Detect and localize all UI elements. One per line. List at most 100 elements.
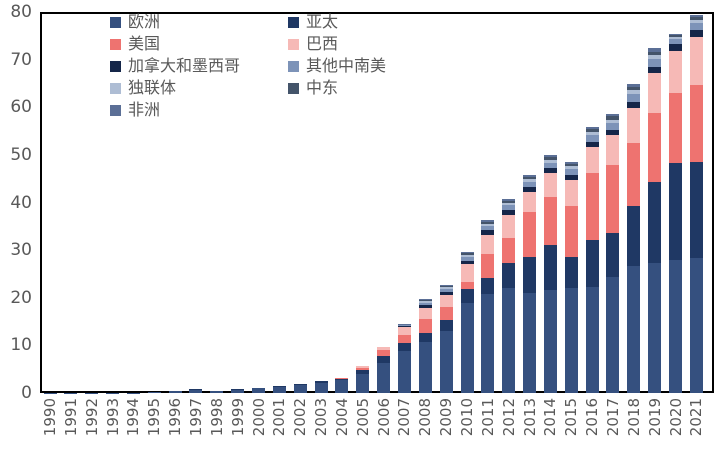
legend-swatch-icon xyxy=(110,38,121,50)
x-tick-label: 1996 xyxy=(166,398,185,437)
bar-2010 xyxy=(460,251,474,393)
bar-segment xyxy=(481,278,495,294)
bars-container xyxy=(42,14,714,393)
legend-item: 亚太 xyxy=(288,12,338,32)
bar-segment xyxy=(523,211,537,257)
bar-segment xyxy=(627,205,641,266)
x-tick-label: 2011 xyxy=(478,398,497,437)
bar-segment xyxy=(543,168,557,174)
bar-segment xyxy=(627,108,641,144)
bar-segment xyxy=(460,256,474,261)
bar-segment xyxy=(439,288,453,292)
bar-segment xyxy=(648,51,662,55)
legend-item: 其他中南美 xyxy=(288,56,386,76)
bar-segment xyxy=(502,262,516,289)
bar-2018 xyxy=(627,83,641,393)
bar-2017 xyxy=(606,113,620,393)
bar-segment xyxy=(377,355,391,363)
bar-segment xyxy=(460,251,474,254)
bar-segment xyxy=(648,66,662,74)
bar-segment xyxy=(523,293,537,393)
bar-segment xyxy=(397,327,411,335)
bar-segment xyxy=(543,157,557,160)
bar-segment xyxy=(502,203,516,206)
bar-segment xyxy=(564,161,578,164)
bar-segment xyxy=(627,101,641,109)
bar-segment xyxy=(689,30,703,37)
bar-segment xyxy=(502,199,516,202)
bar-2009 xyxy=(439,284,453,393)
bar-segment xyxy=(293,384,307,386)
legend-item: 加拿大和墨西哥 xyxy=(110,56,240,76)
bar-segment xyxy=(356,370,370,375)
legend-swatch-icon xyxy=(110,60,121,72)
bar-segment xyxy=(606,130,620,135)
legend-label: 中东 xyxy=(306,78,339,97)
bar-segment xyxy=(543,162,557,169)
bar-segment xyxy=(564,256,578,289)
bar-segment xyxy=(397,325,411,328)
bar-segment xyxy=(523,181,537,187)
legend: 欧洲 亚太 美国 巴西 加拿大和墨西哥 其他中南美 独联体 中东 非洲 xyxy=(42,12,602,124)
legend-label: 欧洲 xyxy=(128,12,161,31)
x-tick-label: 2008 xyxy=(416,398,435,437)
bar-2019 xyxy=(648,48,662,393)
bar-segment xyxy=(397,343,411,351)
x-tick-label: 2007 xyxy=(395,398,414,437)
bar-segment xyxy=(231,389,245,393)
bar-segment xyxy=(606,113,620,117)
bar-1998 xyxy=(210,390,224,393)
bar-segment xyxy=(356,374,370,393)
bar-segment xyxy=(502,210,516,216)
legend-label: 非洲 xyxy=(128,100,161,119)
x-tick-label: 2009 xyxy=(437,398,456,437)
bar-segment xyxy=(481,225,495,231)
x-tick-label: 2013 xyxy=(520,398,539,437)
x-tick-label: 2012 xyxy=(499,398,518,437)
bar-2001 xyxy=(272,385,286,393)
bar-segment xyxy=(564,164,578,167)
legend-label: 美国 xyxy=(128,34,161,53)
bar-segment xyxy=(689,14,703,18)
x-tick-label: 1995 xyxy=(145,398,164,437)
x-tick-label: 1999 xyxy=(228,398,247,437)
bar-segment xyxy=(418,332,432,342)
x-tick-label: 2006 xyxy=(374,398,393,437)
bar-segment xyxy=(564,288,578,393)
bar-segment xyxy=(543,173,557,197)
x-tick-label: 1994 xyxy=(124,398,143,437)
bar-segment xyxy=(689,36,703,85)
bar-segment xyxy=(543,154,557,158)
legend-swatch-icon xyxy=(110,16,121,28)
x-tick-label: 2004 xyxy=(332,398,351,437)
bar-segment xyxy=(418,308,432,320)
bar-segment xyxy=(439,284,453,286)
bar-segment xyxy=(293,385,307,393)
bar-segment xyxy=(543,290,557,393)
y-tick-label: 20 xyxy=(10,287,32,308)
legend-label: 独联体 xyxy=(128,78,177,97)
bar-segment xyxy=(689,258,703,393)
bar-segment xyxy=(627,143,641,206)
bar-segment xyxy=(147,392,161,393)
bar-segment xyxy=(502,215,516,239)
bar-segment xyxy=(439,330,453,393)
legend-item: 中东 xyxy=(288,78,338,98)
bar-segment xyxy=(377,347,391,351)
bar-segment xyxy=(335,380,349,393)
bar-segment xyxy=(481,230,495,235)
bar-segment xyxy=(356,367,370,371)
x-tick-label: 1993 xyxy=(103,398,122,437)
bar-segment xyxy=(564,180,578,206)
bar-segment xyxy=(648,73,662,114)
x-tick-label: 1998 xyxy=(207,398,226,437)
bar-segment xyxy=(356,366,370,368)
y-tick-label: 0 xyxy=(21,383,32,403)
bar-segment xyxy=(418,299,432,301)
x-tick-label: 1997 xyxy=(186,398,205,437)
bar-1997 xyxy=(189,389,203,393)
bar-segment xyxy=(606,164,620,234)
legend-swatch-icon xyxy=(110,104,121,116)
x-tick-label: 2001 xyxy=(270,398,289,437)
